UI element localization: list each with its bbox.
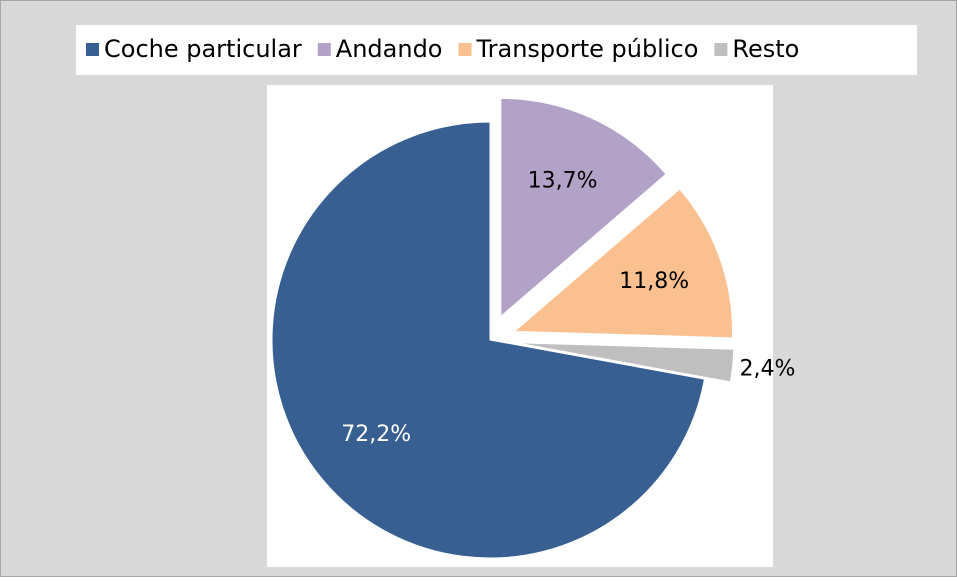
legend-swatch — [458, 43, 472, 56]
legend-label: Coche particular — [104, 35, 302, 63]
pie-slice — [271, 121, 706, 559]
legend-box — [76, 25, 917, 75]
data-label: 2,4% — [740, 356, 796, 381]
data-label: 72,2% — [341, 422, 411, 447]
legend-label: Andando — [336, 35, 443, 63]
data-label: 11,8% — [619, 269, 689, 294]
legend-swatch — [714, 43, 728, 56]
legend-swatch — [317, 43, 331, 56]
data-label: 13,7% — [528, 169, 598, 194]
legend-label: Transporte público — [475, 35, 698, 63]
legend-swatch — [86, 43, 99, 56]
pie-slice — [500, 97, 667, 318]
pie-slice — [513, 188, 733, 339]
legend-label: Resto — [732, 35, 799, 63]
pie-slice — [515, 342, 735, 383]
